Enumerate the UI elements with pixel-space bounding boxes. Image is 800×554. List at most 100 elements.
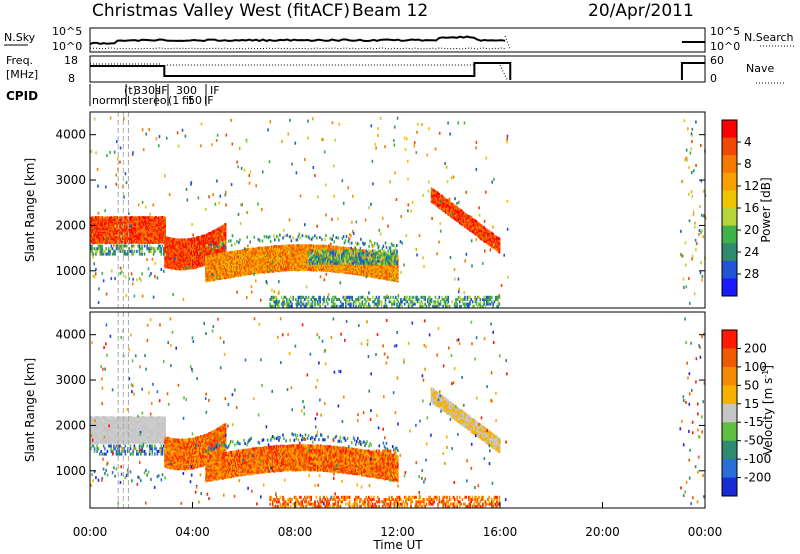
heatmap-cell [164,228,166,232]
heatmap-cell [201,241,203,245]
heatmap-cell [258,268,261,272]
heatmap-cell [243,268,245,272]
heatmap-cell [221,252,224,256]
heatmap-cell [225,271,228,275]
heatmap-cell [274,255,276,259]
heatmap-cell [292,255,294,259]
heatmap-cell [213,271,216,275]
heatmap-cell [259,270,262,274]
heatmap-cell [266,260,269,264]
heatmap-cell [166,243,168,247]
heatmap-cell [207,274,209,278]
heatmap-cell [274,269,276,273]
heatmap-cell [244,260,246,264]
heatmap-cell [232,257,234,261]
heatmap-cell [197,249,199,253]
heatmap-cell [196,260,198,264]
heatmap-cell [140,229,142,233]
cpid-text-9: stereo [132,94,167,107]
heatmap-cell [267,236,270,239]
heatmap-cell [104,241,106,245]
heatmap-cell [187,260,190,264]
heatmap-cell [285,265,287,269]
heatmap-cell [212,254,215,258]
cpid-text-13: IF [204,94,214,107]
heatmap-cell [105,247,107,251]
heatmap-cell [233,262,235,265]
heatmap-cell [243,270,245,274]
heatmap-cell [142,217,145,221]
heatmap-cell [122,224,124,228]
heatmap-cell [206,243,208,247]
heatmap-cell [245,263,247,267]
heatmap-cell [278,259,280,263]
heatmap-cell [294,262,297,266]
heatmap-cell [218,241,221,245]
heatmap-cell [229,254,232,258]
heatmap-cell [290,252,292,256]
heatmap-cell [220,262,223,266]
heatmap-cell [314,246,316,250]
heatmap-cell [129,221,132,225]
heatmap-cell [224,268,227,272]
heatmap-cell [129,237,132,240]
heatmap-cell [119,249,122,253]
heatmap-cell [299,257,302,261]
heatmap-cell [203,250,205,254]
heatmap-cell [164,242,166,246]
heatmap-cell [299,258,302,262]
heatmap-cell [212,262,215,266]
heatmap-cell [111,230,114,234]
heatmap-cell [115,223,118,227]
heatmap-cell [279,269,281,273]
heatmap-cell [224,261,227,265]
heatmap-cell [204,253,206,257]
heatmap-cell [209,249,211,253]
heatmap-cell [186,256,189,259]
heatmap-cell [207,258,209,262]
heatmap-cell [166,261,168,265]
heatmap-cell [179,259,182,263]
heatmap-cell [265,235,268,239]
heatmap-cell [115,235,118,239]
heatmap-cell [274,265,276,269]
heatmap-cell [240,260,242,264]
heatmap-cell [224,234,227,238]
heatmap-cell [314,268,316,272]
heatmap-cell [92,229,95,233]
heatmap-cell [107,218,110,221]
heatmap-cell [196,243,198,247]
heatmap-cell [128,238,130,242]
heatmap-cell [132,234,134,238]
heatmap-cell [217,267,220,271]
heatmap-cell [128,231,130,235]
heatmap-cell [204,263,206,267]
heatmap-cell [264,246,267,250]
heatmap-cell [214,268,217,272]
heatmap-cell [300,263,303,267]
heatmap-cell [239,268,241,272]
heatmap-cell [216,257,219,260]
heatmap-cell [254,258,257,262]
freq-unit-label: [MHz] [6,68,38,81]
heatmap-cell [222,232,225,236]
heatmap-cell [256,269,259,273]
heatmap-cell [188,264,191,267]
heatmap-cell [244,271,246,275]
heatmap-cell [99,223,101,227]
heatmap-cell [257,263,260,267]
heatmap-cell [275,245,277,249]
heatmap-cell [172,254,175,258]
heatmap-cell [168,244,170,248]
heatmap-cell [280,252,282,256]
heatmap-cell [199,252,201,255]
heatmap-cell [214,263,217,267]
heatmap-cell [218,256,221,260]
heatmap-cell [107,252,110,256]
heatmap-cell [95,252,97,256]
heatmap-cell [105,234,107,237]
heatmap-cell [230,260,233,264]
heatmap-cell [105,237,107,241]
heatmap-cell [291,250,293,254]
heatmap-cell [213,257,216,261]
